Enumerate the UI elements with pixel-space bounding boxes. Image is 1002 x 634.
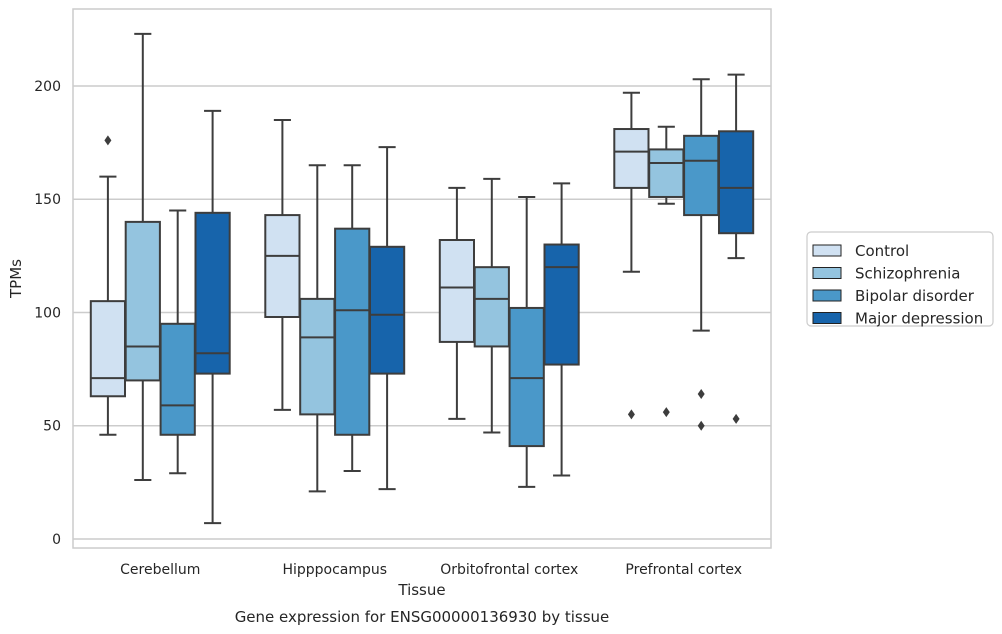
box-body [368,245,406,375]
legend-label: Control [855,242,909,260]
box-body [334,227,371,436]
chart-title: Gene expression for ENSG00000136930 by t… [235,608,610,626]
x-tick-label-orbitofrontal-cortex: Orbitofrontal cortex [440,562,578,578]
box-body [648,148,685,198]
legend-item-schizophrenia: Schizophrenia [812,265,960,283]
box-cerebellum-schizophrenia [124,32,161,482]
y-tick-label-0: 0 [52,532,61,548]
legend-item-bipolar-disorder: Bipolar disorder [812,287,975,305]
box-prefrontal-cortex-major-depression [717,73,755,424]
y-axis-label: TPMs [7,259,25,299]
outlier-point [627,409,635,420]
box-body [89,300,127,398]
box-body [438,239,476,343]
box-hipppocampus-bipolar-disorder [334,164,371,472]
box-orbitofrontal-cortex-schizophrenia [473,177,510,434]
box-hipppocampus-schizophrenia [299,164,336,493]
outlier-point [732,413,740,424]
legend-frame [806,231,994,327]
box-body [159,322,196,436]
legend-swatch [812,289,842,302]
legend-item-control: Control [812,242,909,260]
box-cerebellum-bipolar-disorder [159,209,196,475]
box-body [124,220,161,382]
legend: Control Schizophrenia Bipolar disorder Majo… [806,231,994,328]
x-axis-label: Tissue [397,581,445,599]
legend-swatch [812,244,842,257]
y-tick-label-50: 50 [43,419,61,435]
box-body [717,130,755,235]
plot-area-frame [72,8,772,549]
outlier-point [697,420,705,431]
box-body [299,297,336,416]
box-body [613,128,650,189]
legend-item-major-depression: Major depression [812,310,983,328]
x-tick-label-prefrontal-cortex: Prefrontal cortex [625,562,742,578]
outlier-point [697,389,705,399]
box-prefrontal-cortex-control [613,91,650,420]
box-plots [89,32,755,525]
legend-label: Schizophrenia [855,265,960,283]
box-hipppocampus-control [264,118,301,411]
legend-label: Bipolar disorder [855,287,975,305]
box-body [683,134,720,217]
box-hipppocampus-major-depression [368,146,406,491]
y-tick-label-150: 150 [34,192,61,208]
y-axis-ticks: 0 50 100 150 200 [34,79,61,548]
box-orbitofrontal-cortex-major-depression [543,182,580,477]
box-body [473,266,510,348]
legend-label: Major depression [855,310,983,328]
outlier-point [662,407,670,418]
box-body [194,211,231,375]
box-orbitofrontal-cortex-control [438,186,476,420]
box-body [508,306,545,448]
box-prefrontal-cortex-schizophrenia [648,125,685,418]
box-prefrontal-cortex-bipolar-disorder [683,78,720,431]
box-body [264,214,301,319]
box-body [543,243,580,366]
legend-swatch [812,312,842,324]
legend-swatch [812,267,842,279]
x-tick-label-cerebellum: Cerebellum [120,562,200,578]
y-tick-label-200: 200 [34,79,61,95]
outlier-point [104,135,112,146]
box-orbitofrontal-cortex-bipolar-disorder [508,195,545,488]
box-cerebellum-control [89,135,127,436]
x-tick-label-hipppocampus: Hipppocampus [282,562,387,578]
x-axis-ticks: Cerebellum Hipppocampus Orbitofrontal cort… [120,562,742,578]
box-cerebellum-major-depression [194,109,231,525]
y-tick-label-100: 100 [34,305,61,321]
